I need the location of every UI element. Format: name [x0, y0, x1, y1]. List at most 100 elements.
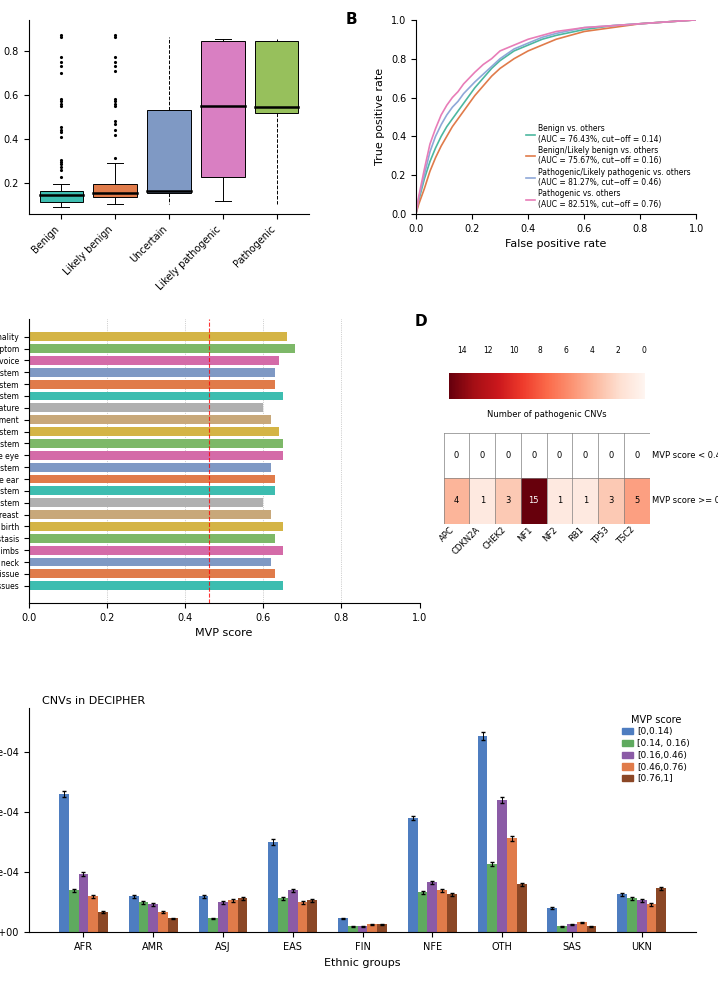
Pathogenic vs. others
(AUC = 82.51%, cut−off = 0.76) [460, 78, 468, 90]
Benign/Likely benign vs. others
(AUC = 75.67%, cut−off = 0.16) [608, 22, 617, 34]
Benign/Likely benign vs. others
(AUC = 75.67%, cut−off = 0.16) [495, 62, 504, 74]
Bar [93, 185, 136, 197]
Bar [647, 905, 656, 932]
Bar [477, 736, 488, 932]
Pathogenic vs. others
(AUC = 82.51%, cut−off = 0.76) [524, 34, 533, 46]
Benign/Likely benign vs. others
(AUC = 75.67%, cut−off = 0.16) [510, 53, 518, 64]
Line: Pathogenic/Likely pathogenic vs. others
(AUC = 81.27%, cut−off = 0.46): Pathogenic/Likely pathogenic vs. others … [416, 20, 696, 214]
Benign/Likely benign vs. others
(AUC = 75.67%, cut−off = 0.16) [524, 45, 533, 57]
Benign vs. others
(AUC = 76.43%, cut−off = 0.14) [465, 89, 473, 101]
Bar [447, 895, 457, 932]
Bar [656, 889, 666, 932]
Pathogenic vs. others
(AUC = 82.51%, cut−off = 0.76) [636, 18, 645, 30]
Benign vs. others
(AUC = 76.43%, cut−off = 0.14) [454, 105, 462, 117]
Benign vs. others
(AUC = 76.43%, cut−off = 0.14) [488, 62, 496, 74]
Pathogenic/Likely pathogenic vs. others
(AUC = 81.27%, cut−off = 0.46) [411, 208, 420, 220]
Benign/Likely benign vs. others
(AUC = 75.67%, cut−off = 0.16) [580, 26, 589, 38]
Pathogenic vs. others
(AUC = 82.51%, cut−off = 0.76) [580, 22, 589, 34]
Pathogenic/Likely pathogenic vs. others
(AUC = 81.27%, cut−off = 0.46) [636, 18, 645, 30]
Pathogenic vs. others
(AUC = 82.51%, cut−off = 0.76) [448, 91, 457, 103]
Bar [29, 368, 275, 377]
Line: Benign vs. others
(AUC = 76.43%, cut−off = 0.14): Benign vs. others (AUC = 76.43%, cut−off… [416, 20, 696, 214]
Pathogenic vs. others
(AUC = 82.51%, cut−off = 0.76) [692, 14, 701, 26]
Bar [168, 919, 177, 932]
Bar [517, 885, 526, 932]
Benign/Likely benign vs. others
(AUC = 75.67%, cut−off = 0.16) [664, 16, 673, 28]
Bar [29, 439, 283, 447]
Benign vs. others
(AUC = 76.43%, cut−off = 0.14) [510, 45, 518, 57]
Bar [29, 428, 279, 436]
Bar [69, 891, 78, 932]
Bar [29, 416, 271, 425]
Bar [129, 897, 139, 932]
Pathogenic/Likely pathogenic vs. others
(AUC = 81.27%, cut−off = 0.46) [495, 53, 504, 64]
Benign/Likely benign vs. others
(AUC = 75.67%, cut−off = 0.16) [448, 121, 457, 133]
Bar [29, 558, 271, 566]
Pathogenic/Likely pathogenic vs. others
(AUC = 81.27%, cut−off = 0.46) [437, 119, 445, 131]
Bar [498, 801, 507, 932]
Bar [29, 522, 283, 531]
Bar [577, 923, 587, 932]
Pathogenic/Likely pathogenic vs. others
(AUC = 81.27%, cut−off = 0.46) [426, 146, 434, 158]
Benign/Likely benign vs. others
(AUC = 75.67%, cut−off = 0.16) [454, 113, 462, 125]
Bar [29, 569, 275, 578]
X-axis label: False positive rate: False positive rate [505, 239, 607, 249]
Bar [29, 392, 283, 401]
Text: MVP score < 0.46: MVP score < 0.46 [652, 451, 718, 460]
Pathogenic/Likely pathogenic vs. others
(AUC = 81.27%, cut−off = 0.46) [608, 20, 617, 32]
Pathogenic vs. others
(AUC = 82.51%, cut−off = 0.76) [538, 30, 546, 42]
Benign/Likely benign vs. others
(AUC = 75.67%, cut−off = 0.16) [538, 39, 546, 51]
Bar [29, 474, 275, 483]
Pathogenic/Likely pathogenic vs. others
(AUC = 81.27%, cut−off = 0.46) [479, 68, 488, 80]
Pathogenic vs. others
(AUC = 82.51%, cut−off = 0.76) [437, 109, 445, 121]
Pathogenic/Likely pathogenic vs. others
(AUC = 81.27%, cut−off = 0.46) [460, 87, 468, 99]
Benign vs. others
(AUC = 76.43%, cut−off = 0.14) [664, 16, 673, 28]
Pathogenic vs. others
(AUC = 82.51%, cut−off = 0.76) [664, 16, 673, 28]
Benign vs. others
(AUC = 76.43%, cut−off = 0.14) [437, 130, 445, 142]
Bar [29, 498, 264, 507]
Bar [149, 905, 158, 932]
Benign vs. others
(AUC = 76.43%, cut−off = 0.14) [495, 55, 504, 66]
Bar [29, 404, 264, 413]
Bar [39, 190, 83, 202]
Benign/Likely benign vs. others
(AUC = 75.67%, cut−off = 0.16) [636, 18, 645, 30]
Bar [201, 41, 245, 177]
Pathogenic/Likely pathogenic vs. others
(AUC = 81.27%, cut−off = 0.46) [470, 76, 479, 88]
Benign vs. others
(AUC = 76.43%, cut−off = 0.14) [479, 72, 488, 84]
Benign/Likely benign vs. others
(AUC = 75.67%, cut−off = 0.16) [442, 130, 451, 142]
Benign vs. others
(AUC = 76.43%, cut−off = 0.14) [414, 194, 423, 206]
Benign vs. others
(AUC = 76.43%, cut−off = 0.14) [552, 30, 561, 42]
Bar [587, 927, 597, 932]
Bar [208, 919, 218, 932]
Benign/Likely benign vs. others
(AUC = 75.67%, cut−off = 0.16) [470, 89, 479, 101]
Bar [29, 380, 275, 389]
Pathogenic vs. others
(AUC = 82.51%, cut−off = 0.76) [470, 66, 479, 78]
Pathogenic/Likely pathogenic vs. others
(AUC = 81.27%, cut−off = 0.46) [524, 37, 533, 49]
Benign/Likely benign vs. others
(AUC = 75.67%, cut−off = 0.16) [465, 97, 473, 109]
Bar [228, 901, 238, 932]
Text: B: B [346, 12, 358, 27]
Bar [29, 344, 294, 353]
Bar [567, 925, 577, 932]
Benign vs. others
(AUC = 76.43%, cut−off = 0.14) [426, 156, 434, 168]
Bar [29, 462, 271, 471]
Bar [29, 356, 279, 365]
Pathogenic vs. others
(AUC = 82.51%, cut−off = 0.76) [420, 164, 429, 176]
Bar [627, 899, 637, 932]
Pathogenic/Likely pathogenic vs. others
(AUC = 81.27%, cut−off = 0.46) [465, 82, 473, 94]
Benign/Likely benign vs. others
(AUC = 75.67%, cut−off = 0.16) [420, 183, 429, 194]
Pathogenic/Likely pathogenic vs. others
(AUC = 81.27%, cut−off = 0.46) [432, 130, 440, 142]
Line: Benign/Likely benign vs. others
(AUC = 75.67%, cut−off = 0.16): Benign/Likely benign vs. others (AUC = 7… [416, 20, 696, 214]
Pathogenic vs. others
(AUC = 82.51%, cut−off = 0.76) [414, 190, 423, 202]
Bar [29, 581, 283, 590]
Bar [278, 899, 288, 932]
Pathogenic/Likely pathogenic vs. others
(AUC = 81.27%, cut−off = 0.46) [420, 170, 429, 182]
Bar [418, 893, 427, 932]
Pathogenic/Likely pathogenic vs. others
(AUC = 81.27%, cut−off = 0.46) [448, 101, 457, 113]
Benign/Likely benign vs. others
(AUC = 75.67%, cut−off = 0.16) [460, 105, 468, 117]
Benign/Likely benign vs. others
(AUC = 75.67%, cut−off = 0.16) [426, 166, 434, 178]
Benign vs. others
(AUC = 76.43%, cut−off = 0.14) [470, 82, 479, 94]
Benign/Likely benign vs. others
(AUC = 75.67%, cut−off = 0.16) [692, 14, 701, 26]
Pathogenic/Likely pathogenic vs. others
(AUC = 81.27%, cut−off = 0.46) [510, 43, 518, 55]
Pathogenic/Likely pathogenic vs. others
(AUC = 81.27%, cut−off = 0.46) [442, 109, 451, 121]
